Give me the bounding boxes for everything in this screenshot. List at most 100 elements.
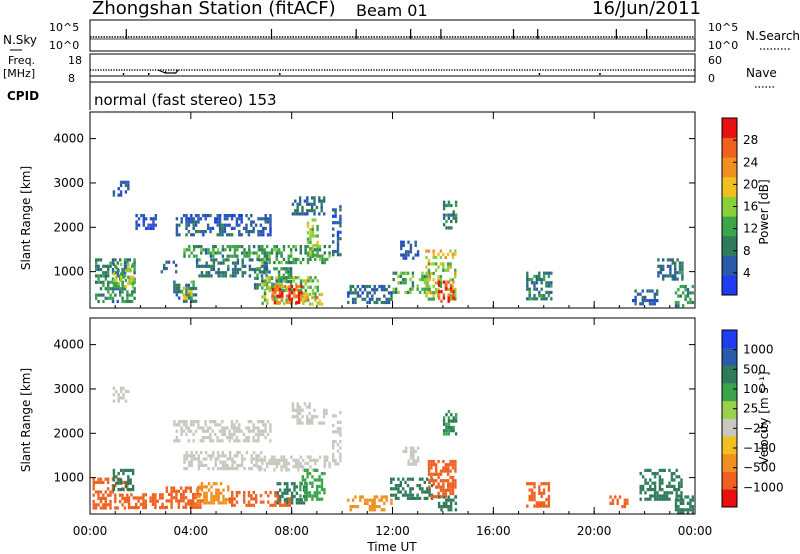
velocity-cell <box>547 501 551 505</box>
power-cell <box>526 271 529 275</box>
velocity-cell <box>651 488 654 492</box>
power-cell <box>185 214 188 218</box>
power-cell <box>268 270 271 274</box>
power-cell <box>123 258 127 262</box>
velocity-cell <box>540 501 543 505</box>
power-cell <box>243 271 247 275</box>
velocity-cell <box>427 485 431 489</box>
power-cell <box>686 288 690 292</box>
power-cell <box>309 279 312 283</box>
power-cell <box>147 223 150 227</box>
velocity-cell <box>185 451 189 455</box>
power-cell <box>311 253 314 257</box>
velocity-cell <box>252 503 255 507</box>
power-cell <box>380 288 384 292</box>
velocity-cell <box>170 505 173 509</box>
velocity-cell <box>609 495 612 499</box>
velocity-cell <box>442 422 446 426</box>
power-cell <box>332 221 335 225</box>
power-cell <box>192 293 195 297</box>
power-cell <box>452 296 455 300</box>
velocity-cell <box>418 484 422 488</box>
velocity-cell <box>675 468 678 472</box>
power-cell <box>315 205 319 210</box>
velocity-cell <box>175 492 178 497</box>
velocity-cell <box>131 488 135 492</box>
power-cell <box>192 299 195 303</box>
power-cell <box>194 214 198 218</box>
power-cell <box>123 287 127 291</box>
velocity-cell <box>447 485 450 489</box>
power-cell <box>187 223 191 227</box>
velocity-cell <box>262 420 265 424</box>
power-cell <box>273 261 276 265</box>
velocity-cell <box>203 498 206 502</box>
velocity-cell <box>228 439 231 443</box>
velocity-cell <box>291 408 295 412</box>
velocity-cell <box>276 491 279 495</box>
power-cell <box>226 245 229 249</box>
power-cell <box>530 278 534 282</box>
velocity-cell <box>428 490 431 494</box>
power-cell <box>265 267 269 271</box>
power-cell <box>278 251 281 255</box>
velocity-cell <box>106 503 110 507</box>
power-cell <box>294 212 297 216</box>
power-cell <box>207 248 210 252</box>
power-cell <box>263 292 267 296</box>
power-cell <box>185 217 188 221</box>
velocity-cell <box>454 469 457 473</box>
velocity-cell <box>127 506 131 510</box>
power-cell <box>202 214 205 218</box>
velocity-cell <box>644 497 647 501</box>
nsky-tick-top: 10^5 <box>49 21 79 34</box>
velocity-cell <box>373 495 376 499</box>
velocity-cell <box>215 491 218 495</box>
velocity-cell <box>404 480 407 484</box>
velocity-cell <box>266 420 270 424</box>
power-cell <box>304 282 307 286</box>
power-cell <box>221 230 224 234</box>
velocity-cell <box>682 508 685 512</box>
power-cell <box>121 290 124 294</box>
power-cell <box>447 216 451 220</box>
velocity-cell <box>286 491 289 495</box>
velocity-cell <box>449 498 453 502</box>
power-cell <box>404 290 407 294</box>
power-cell <box>361 291 364 295</box>
power-cell <box>307 298 310 302</box>
velocity-cell <box>285 458 288 462</box>
power-cell <box>528 287 531 291</box>
power-cell <box>387 284 391 289</box>
power-cell <box>251 258 254 262</box>
velocity-cell <box>447 419 451 423</box>
power-cell <box>421 287 424 291</box>
velocity-cell <box>99 490 103 494</box>
velocity-cell <box>294 461 298 466</box>
velocity-cell <box>151 493 155 497</box>
power-cell <box>332 253 335 257</box>
power-cell <box>185 223 188 227</box>
freq-point <box>279 73 281 75</box>
power-cell <box>385 300 388 305</box>
velocity-cell <box>442 485 445 489</box>
power-cell <box>121 280 124 284</box>
velocity-cell <box>421 487 424 491</box>
velocity-cell <box>278 488 282 492</box>
power-cell <box>119 293 122 297</box>
velocity-cell <box>668 468 671 472</box>
velocity-cell <box>279 500 282 504</box>
velocity-cell <box>286 498 289 502</box>
power-cell <box>442 252 445 256</box>
power-cell <box>439 281 443 285</box>
velocity-cell <box>641 488 645 492</box>
velocity-cell <box>298 411 302 416</box>
y-tick-label: 3000 <box>53 382 84 396</box>
power-cell <box>313 209 316 213</box>
velocity-cell <box>452 429 455 433</box>
power-cell <box>311 296 314 300</box>
power-cell <box>440 299 443 303</box>
power-cell <box>285 270 288 274</box>
velocity-cell <box>437 501 441 505</box>
velocity-cell <box>380 495 384 499</box>
